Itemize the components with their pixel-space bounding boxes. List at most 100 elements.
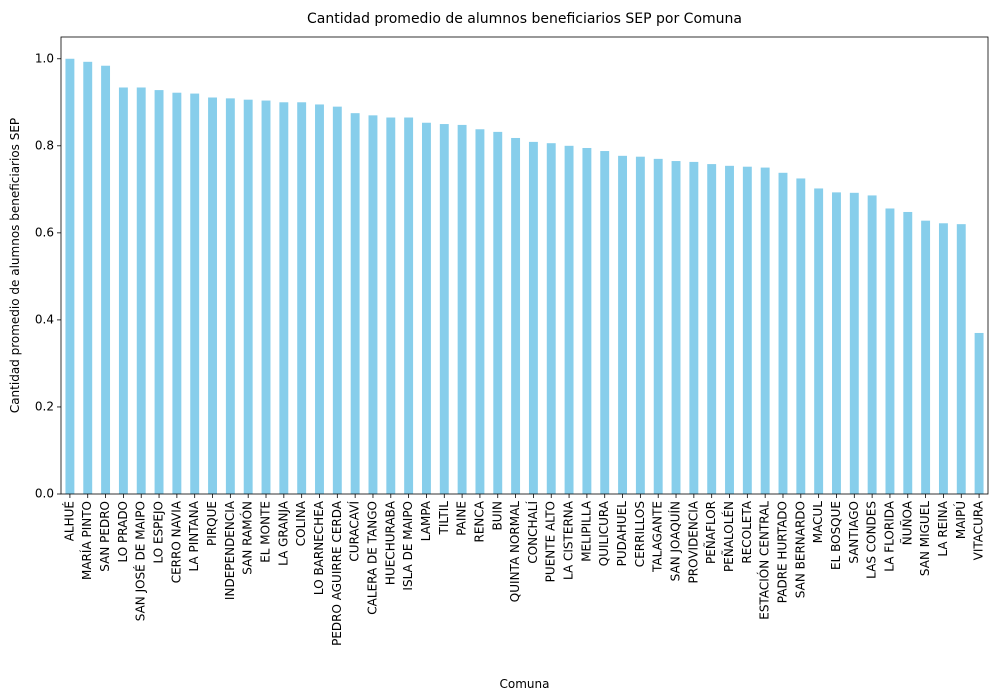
bar-44 bbox=[849, 192, 859, 494]
x-tick-label: ESTACIÓN CENTRAL bbox=[757, 501, 772, 620]
x-tick-label: ÑUÑOA bbox=[899, 500, 914, 545]
bar-9 bbox=[225, 98, 235, 495]
bar-13 bbox=[297, 102, 307, 495]
axes-group bbox=[60, 36, 989, 495]
bar-30 bbox=[600, 151, 610, 494]
x-tick-label: LA FLORIDA bbox=[882, 500, 896, 571]
bar-25 bbox=[511, 137, 521, 495]
bar-51 bbox=[974, 332, 984, 494]
bar-4 bbox=[136, 87, 146, 495]
bar-28 bbox=[564, 145, 574, 495]
bar-34 bbox=[671, 161, 681, 495]
bar-7 bbox=[190, 93, 200, 494]
bar-2 bbox=[101, 65, 111, 495]
chart-title: Cantidad promedio de alumnos beneficiari… bbox=[307, 11, 742, 27]
bar-14 bbox=[315, 104, 324, 494]
bar-15 bbox=[332, 106, 342, 494]
x-tick-label: SANTIAGO bbox=[847, 501, 861, 564]
x-tick-label: LA GRANJA bbox=[276, 500, 290, 566]
x-tick-label: CONCHALÍ bbox=[525, 501, 540, 564]
bar-3 bbox=[118, 87, 128, 495]
x-tick-label: PAINE bbox=[455, 501, 469, 536]
bar-46 bbox=[885, 208, 895, 494]
x-tick-label: PUENTE ALTO bbox=[544, 501, 558, 582]
x-tick-label: RECOLETA bbox=[740, 500, 754, 563]
bar-18 bbox=[386, 117, 396, 495]
x-tick-label: TILTIL bbox=[437, 501, 451, 536]
x-tick-label: PROVIDENCIA bbox=[686, 500, 700, 583]
bar-31 bbox=[618, 155, 628, 494]
x-tick-label: LA REINA bbox=[936, 500, 950, 556]
y-tick-label: 0.0 bbox=[35, 487, 54, 501]
bar-36 bbox=[707, 164, 717, 494]
y-axis-label: Cantidad promedio de alumnos beneficiari… bbox=[8, 118, 22, 413]
bar-26 bbox=[528, 141, 538, 494]
x-tick-label: ISLA DE MAIPO bbox=[401, 501, 415, 591]
x-tick-label: QUINTA NORMAL bbox=[508, 501, 522, 602]
x-tick-label: LO PRADO bbox=[116, 501, 130, 563]
x-tick-label: CERRILLOS bbox=[633, 501, 647, 567]
x-tick-label: VITACURA bbox=[972, 500, 986, 560]
x-tick-label: QUILICURA bbox=[597, 500, 611, 566]
x-tick-label: TALAGANTE bbox=[651, 501, 665, 573]
x-tick-label: MACUL bbox=[811, 501, 825, 544]
bar-40 bbox=[778, 172, 788, 494]
x-tick-label: HUECHURABA bbox=[383, 500, 397, 585]
bar-16 bbox=[350, 113, 360, 495]
bar-27 bbox=[546, 143, 556, 494]
bar-43 bbox=[832, 192, 841, 494]
x-tick-label: LA PINTANA bbox=[187, 500, 201, 571]
bar-35 bbox=[689, 161, 699, 494]
x-tick-label: SAN RAMÓN bbox=[240, 501, 255, 575]
y-tick-label: 0.4 bbox=[35, 312, 54, 326]
x-tick-label: CALERA DE TANGO bbox=[365, 501, 379, 615]
y-tick-label: 0.8 bbox=[35, 138, 54, 152]
y-tick-label: 0.6 bbox=[35, 225, 54, 239]
x-tick-label: SAN MIGUEL bbox=[918, 501, 932, 576]
x-tick-label: SAN JOAQUÍN bbox=[668, 501, 683, 581]
bar-21 bbox=[439, 124, 449, 495]
bar-39 bbox=[760, 167, 770, 495]
x-tick-label: MAIPÚ bbox=[953, 501, 968, 539]
x-tick-label: COLINA bbox=[294, 500, 308, 546]
x-tick-label: CURACAVÍ bbox=[347, 501, 362, 562]
x-tick-label: SAN JOSÉ DE MAIPO bbox=[133, 501, 148, 621]
x-tick-label: PUDAHUEL bbox=[615, 501, 629, 567]
bar-20 bbox=[421, 122, 431, 494]
bar-19 bbox=[404, 117, 414, 495]
bar-22 bbox=[457, 124, 467, 495]
x-tick-label: CERRO NAVIA bbox=[169, 500, 183, 583]
x-tick-label: PADRE HURTADO bbox=[775, 501, 789, 603]
bar-12 bbox=[279, 102, 289, 495]
y-tick-label: 0.2 bbox=[35, 399, 54, 413]
x-tick-label: EL BOSQUE bbox=[829, 501, 843, 570]
x-tick-label: LAMPA bbox=[419, 500, 433, 541]
x-ticks-group: ALHUÉ MARÍA PINTO SAN PEDRO LO PRADO SAN JOS… bbox=[61, 494, 986, 646]
x-tick-label: SAN PEDRO bbox=[98, 501, 112, 572]
x-tick-label: EL MONTE bbox=[259, 501, 273, 563]
x-tick-label: MARÍA PINTO bbox=[79, 501, 94, 580]
y-tick-label: 1.0 bbox=[35, 51, 54, 65]
x-tick-label: SAN BERNARDO bbox=[793, 501, 807, 598]
plot-frame bbox=[60, 36, 989, 495]
bar-45 bbox=[867, 195, 877, 494]
x-tick-label: BUIN bbox=[490, 501, 504, 531]
bar-49 bbox=[938, 223, 948, 494]
x-tick-label: INDEPENDENCIA bbox=[223, 500, 237, 600]
bar-11 bbox=[261, 100, 271, 494]
y-ticks-group: 0.0 0.2 0.4 0.6 0.8 1.0 bbox=[35, 51, 61, 501]
bar-42 bbox=[814, 188, 824, 494]
bar-23 bbox=[475, 129, 485, 494]
x-tick-label: LO BARNECHEA bbox=[312, 500, 326, 595]
bars-group bbox=[65, 58, 984, 495]
bar-38 bbox=[742, 166, 752, 494]
bar-0 bbox=[65, 58, 75, 495]
bar-37 bbox=[725, 165, 734, 494]
bar-10 bbox=[243, 99, 253, 494]
x-tick-label: LAS CONDES bbox=[865, 501, 879, 579]
x-tick-label: PIRQUE bbox=[205, 501, 219, 546]
x-tick-label: RENCA bbox=[472, 500, 486, 542]
bar-32 bbox=[635, 156, 645, 494]
